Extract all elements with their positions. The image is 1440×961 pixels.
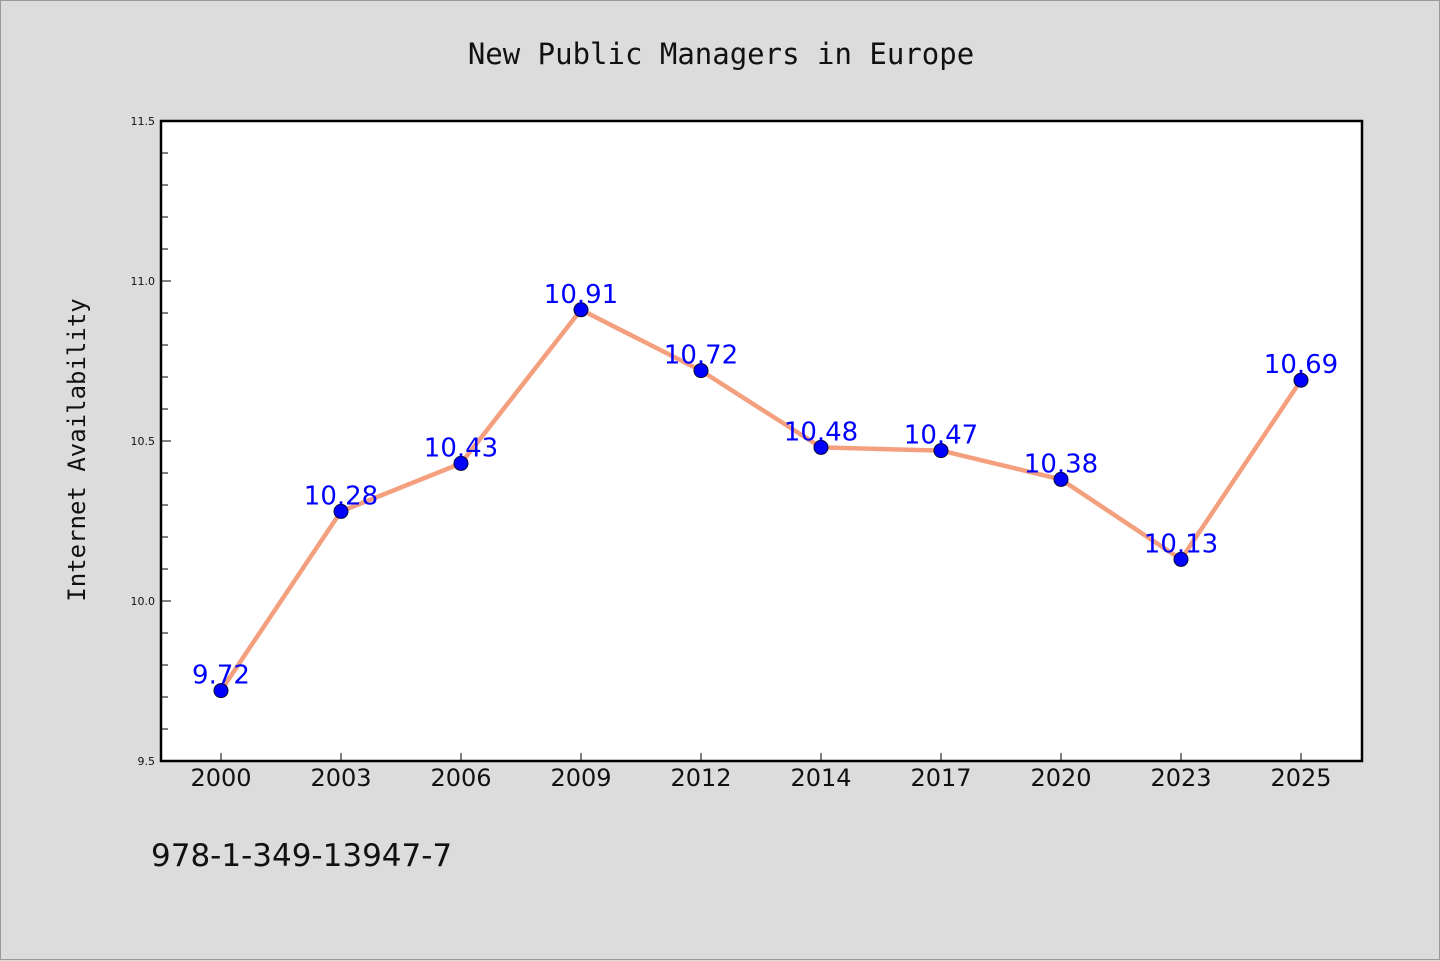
x-tick-label: 2025 bbox=[1270, 764, 1331, 792]
data-label: 10.28 bbox=[304, 481, 378, 511]
data-point-marker bbox=[573, 302, 589, 318]
data-point-marker bbox=[693, 363, 709, 379]
data-point-marker bbox=[333, 503, 349, 519]
data-point-marker bbox=[1173, 551, 1189, 567]
plot-area bbox=[161, 121, 1362, 761]
plot-frame bbox=[159, 119, 1364, 763]
data-point-marker bbox=[1053, 471, 1069, 487]
y-tick-label: 9.5 bbox=[138, 755, 156, 768]
data-label: 10.38 bbox=[1024, 449, 1098, 479]
y-tick-label: 11.0 bbox=[131, 275, 156, 288]
x-axis: 2000 2003 2006 2009 2012 2014 2017 2020 2023 2025 bbox=[190, 753, 1332, 792]
data-label: 10.43 bbox=[424, 433, 498, 463]
y-tick-label: 11.5 bbox=[131, 115, 156, 128]
x-tick-label: 2003 bbox=[310, 764, 371, 792]
x-tick-label: 2014 bbox=[790, 764, 851, 792]
data-label-layer: 9.72 10.28 10.43 10.91 10.72 10.48 10.47 10.38 1… bbox=[192, 280, 1338, 691]
y-axis: 9.5 10.0 10.5 11.0 11.5 bbox=[131, 115, 171, 768]
y-tick-label: 10.0 bbox=[131, 595, 156, 608]
x-tick-label: 2020 bbox=[1030, 764, 1091, 792]
x-tick-label: 2017 bbox=[910, 764, 971, 792]
series-line bbox=[219, 307, 1303, 692]
data-point-marker bbox=[933, 443, 949, 459]
data-label: 10.72 bbox=[664, 341, 738, 371]
data-point-marker bbox=[213, 683, 229, 699]
data-label: 10.69 bbox=[1264, 350, 1338, 380]
x-tick-label: 2000 bbox=[190, 764, 251, 792]
series-line-layer bbox=[219, 307, 1303, 692]
x-tick-label: 2009 bbox=[550, 764, 611, 792]
y-tick-label: 10.5 bbox=[131, 435, 156, 448]
x-tick-label: 2023 bbox=[1150, 764, 1211, 792]
data-label: 9.72 bbox=[192, 661, 250, 691]
marker-layer bbox=[213, 302, 1309, 699]
data-label: 10.91 bbox=[544, 280, 618, 310]
y-axis-label: Internet Availability bbox=[63, 298, 91, 601]
data-label: 10.47 bbox=[904, 421, 978, 451]
data-point-marker bbox=[453, 455, 469, 471]
data-label: 10.48 bbox=[784, 417, 858, 447]
chart-title: New Public Managers in Europe bbox=[468, 37, 974, 71]
x-tick-label: 2012 bbox=[670, 764, 731, 792]
data-label: 10.13 bbox=[1144, 529, 1218, 559]
data-point-marker bbox=[813, 439, 829, 455]
x-tick-label: 2006 bbox=[430, 764, 491, 792]
footnote-isbn: 978-1-349-13947-7 bbox=[151, 838, 452, 874]
data-point-marker bbox=[1293, 372, 1309, 388]
